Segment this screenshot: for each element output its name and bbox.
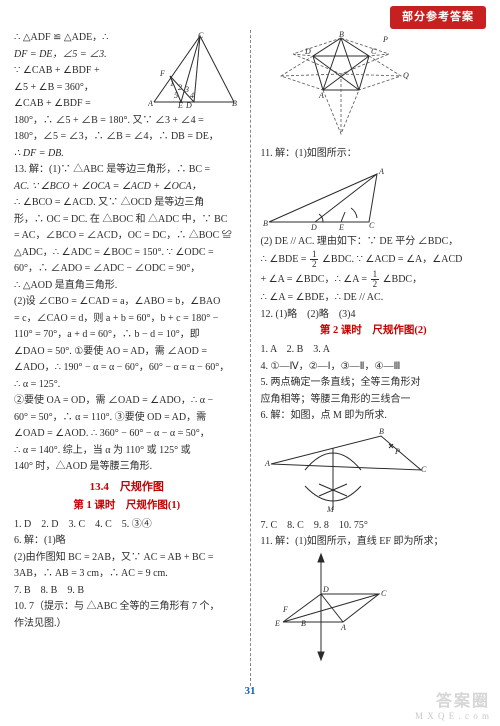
q13-line: △ADC，∴ ∠ADC = ∠BOC = 150°. ∵ ∠ODC = [14, 245, 240, 261]
svg-text:C: C [369, 221, 375, 230]
proof-line: ∴ DF = DB. [14, 146, 240, 162]
column-divider [250, 30, 251, 686]
svg-text:B: B [301, 619, 306, 628]
de-proof-line: (2) DE // AC. 理由如下：∵ DE 平分 ∠BDC， [261, 234, 487, 250]
watermark-brand: 答案圈 [415, 692, 490, 711]
svg-text:3: 3 [184, 85, 189, 94]
answer-line: 4. ①—Ⅳ，②—Ⅰ，③—Ⅱ，④—Ⅲ [261, 359, 487, 375]
svg-text:A: A [340, 623, 346, 632]
svg-text:D: D [185, 101, 192, 108]
svg-text:C: C [421, 465, 427, 474]
svg-text:B: B [339, 30, 344, 39]
q13-2-line: 110° = 70°，a + d = 60°，∴ b − d = 10°，即 [14, 327, 240, 343]
star-figure: B C D A Q P [261, 30, 487, 142]
svg-text:A: A [264, 459, 270, 468]
answer-line: 作法见图.） [14, 616, 240, 632]
svg-text:2: 2 [178, 83, 182, 92]
svg-text:C: C [381, 589, 387, 598]
q13-line: 形，∴ OC = DC. 在 △BOC 和 △ADC 中，∵ BC [14, 212, 240, 228]
q13-2-line: 60° = 50°，∴ α = 110°. ③要使 OD = AD，需 [14, 410, 240, 426]
svg-text:C: C [371, 47, 377, 56]
answer-line: 3AB，∴ AB = 3 cm，∴ AC = 9 cm. [14, 566, 240, 582]
q13-line: = AC，∠BCO = ∠ACD，OC = DC，∴ △BOC ≌ [14, 228, 240, 244]
svg-text:M: M [326, 505, 335, 514]
de-proof-line: ∴ ∠A = ∠BDE，∴ DE // AC. [261, 290, 487, 306]
proof-line: 180°，∠5 = ∠3，∴ ∠B = ∠4，∴ DB = DE， [14, 129, 240, 145]
small-triangle-figure: A B C D E [261, 164, 487, 232]
svg-text:E: E [177, 101, 183, 108]
header-badge: 部分参考答案 [390, 6, 486, 29]
svg-text:B: B [379, 427, 384, 436]
answer-line: 1. A 2. B 3. A [261, 342, 487, 358]
svg-text:P: P [394, 447, 400, 456]
geometry-figure-proof: A B C D E F 1 2 3 4 5 [148, 30, 240, 108]
answer-line: 7. C 8. C 9. 8 10. 75° [261, 518, 487, 534]
answer-line: 5. 两点确定一条直线；全等三角形对 [261, 375, 487, 391]
svg-text:4: 4 [190, 91, 194, 100]
svg-text:D: D [304, 47, 311, 56]
q12-line: 12. (1)略 (2)略 (3)4 [261, 307, 487, 323]
svg-text:E: E [274, 619, 280, 628]
svg-text:A: A [378, 167, 384, 176]
answer-line: (2)由作图知 BC = 2AB，又∵ AC = AB + BC = [14, 550, 240, 566]
svg-text:5: 5 [174, 91, 178, 100]
q11-line: 11. 解：(1)如图所示： [261, 146, 487, 162]
svg-text:P: P [382, 35, 388, 44]
q13-line: 60°，∴ ∠ADO = ∠ADC − ∠ODC = 90°， [14, 261, 240, 277]
q13-line: AC. ∵ ∠BCO + ∠OCA = ∠ACD + ∠OCA， [14, 179, 240, 195]
q13-2-line: ∴ α = 125°. [14, 377, 240, 393]
answer-line: 应角相等；等腰三角形的三线合一 [261, 392, 487, 408]
svg-text:A: A [318, 91, 324, 100]
construction-figure: A B C P M [261, 426, 487, 516]
answer-line: 7. B 8. B 9. B [14, 583, 240, 599]
svg-text:D: D [322, 585, 329, 594]
svg-text:1: 1 [170, 79, 174, 88]
q13-2-line: (2)设 ∠CBO = ∠CAD = a，∠ABO = b，∠BAO [14, 294, 240, 310]
watermark-url: M X Q E . c o m [415, 711, 490, 722]
q13-2-line: ∴ α = 140°. 综上，当 α 为 110° 或 125° 或 [14, 443, 240, 459]
section-title: 13.4 尺规作图 [14, 479, 240, 496]
q13-2-line: ∠ADO，∴ 190° − α = α − 60°，60° − α = α − … [14, 360, 240, 376]
content-columns: A B C D E F 1 2 3 4 5 ∴ △ADF ≌ △ADE，∴ DF… [0, 0, 500, 686]
section-subtitle: 第 1 课时 尺规作图(1) [14, 498, 240, 514]
answer-line: 6. 解：(1)略 [14, 533, 240, 549]
svg-text:Q: Q [403, 71, 409, 80]
q13-2-line: ∠OAD = ∠AOD. ∴ 360° − 60° − α − α = 50°， [14, 426, 240, 442]
q13-line: ∴ △AOD 是直角三角形. [14, 278, 240, 294]
q13-line: ∴ ∠BCO = ∠ACD. 又∵ △OCD 是等边三角 [14, 195, 240, 211]
svg-text:E: E [338, 223, 344, 232]
svg-text:B: B [263, 219, 268, 228]
watermark: 答案圈 M X Q E . c o m [415, 692, 490, 722]
de-proof-line: + ∠A = ∠BDC，∴ ∠A = 12 ∠BDC， [261, 270, 487, 289]
svg-text:F: F [159, 69, 165, 78]
section-subtitle-2: 第 2 课时 尺规作图(2) [261, 323, 487, 339]
q13-2-line: = c，∠CAO = d，则 a + b = 60°，b + c = 180° … [14, 311, 240, 327]
left-column: A B C D E F 1 2 3 4 5 ∴ △ADF ≌ △ADE，∴ DF… [14, 30, 248, 686]
proof-line: 180°，∴ ∠5 + ∠B = 180°. 又∵ ∠3 + ∠4 = [14, 113, 240, 129]
svg-text:C: C [198, 31, 204, 40]
svg-text:F: F [282, 605, 288, 614]
right-column: B C D A Q P 11. 解：(1)如图所示： [253, 30, 487, 686]
q13-2-line: 140° 时，△AOD 是等腰三角形. [14, 459, 240, 475]
answer-line: 11. 解：(1)如图所示，直线 EF 即为所求； [261, 534, 487, 550]
de-proof-line: ∴ ∠BDE = 12 ∠BDC. ∵ ∠ACD = ∠A，∠ACD [261, 250, 487, 269]
answer-line: 6. 解：如图，点 M 即为所求. [261, 408, 487, 424]
q13-line: 13. 解：(1)∵ △ABC 是等边三角形，∴ BC = [14, 162, 240, 178]
svg-text:B: B [232, 99, 237, 108]
q13-2-line: ②要使 OA = OD，需 ∠OAD = ∠ADO，∴ α − [14, 393, 240, 409]
answer-line: 10. 7（提示：与 △ABC 全等的三角形有 7 个， [14, 599, 240, 615]
q13-2-line: ∠DAO = 50°. ①要使 AO = AD，需 ∠AOD = [14, 344, 240, 360]
answer-line: 1. D 2. D 3. C 4. C 5. ③④ [14, 517, 240, 533]
svg-text:A: A [148, 99, 153, 108]
axis-figure: A B C D E F [261, 552, 487, 662]
svg-text:D: D [310, 223, 317, 232]
